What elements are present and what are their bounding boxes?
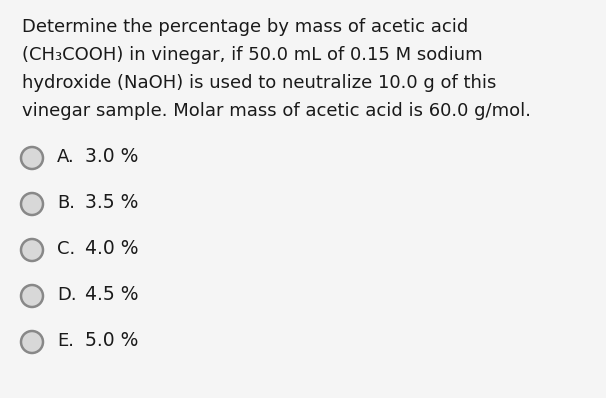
Circle shape <box>21 193 43 215</box>
Text: hydroxide (NaOH) is used to neutralize 10.0 g of this: hydroxide (NaOH) is used to neutralize 1… <box>22 74 496 92</box>
Text: 5.0 %: 5.0 % <box>85 332 138 351</box>
Text: D.: D. <box>57 286 76 304</box>
Text: 4.5 %: 4.5 % <box>85 285 139 304</box>
Text: C.: C. <box>57 240 75 258</box>
Text: Determine the percentage by mass of acetic acid: Determine the percentage by mass of acet… <box>22 18 468 36</box>
Text: B.: B. <box>57 194 75 212</box>
Text: A.: A. <box>57 148 75 166</box>
Text: 4.0 %: 4.0 % <box>85 240 139 258</box>
Text: (CH₃COOH) in vinegar, if 50.0 mL of 0.15 M sodium: (CH₃COOH) in vinegar, if 50.0 mL of 0.15… <box>22 46 482 64</box>
Circle shape <box>21 239 43 261</box>
Text: vinegar sample. Molar mass of acetic acid is 60.0 g/mol.: vinegar sample. Molar mass of acetic aci… <box>22 102 531 120</box>
Text: E.: E. <box>57 332 74 350</box>
Circle shape <box>21 147 43 169</box>
Text: 3.0 %: 3.0 % <box>85 148 138 166</box>
Circle shape <box>21 331 43 353</box>
Circle shape <box>21 285 43 307</box>
Text: 3.5 %: 3.5 % <box>85 193 138 213</box>
